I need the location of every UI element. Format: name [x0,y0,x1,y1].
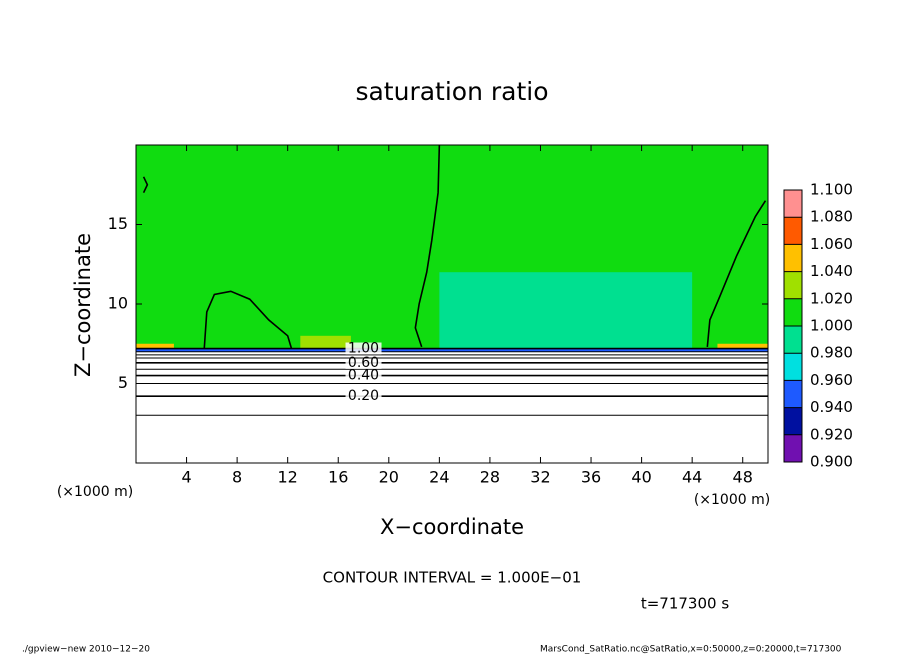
y-tick-label: 15 [108,214,128,233]
x-tick-label: 12 [278,468,298,487]
colorbar-swatch [784,244,802,272]
x-tick-label: 44 [682,468,702,487]
x-tick-label: 28 [480,468,500,487]
colorbar-swatch [784,407,802,435]
colorbar-label: 1.000 [810,317,853,335]
x-tick-label: 36 [581,468,601,487]
contour-label-bg [345,342,382,355]
colorbar-swatch [784,190,802,218]
footer-left: ./gpview−new 2010−12−20 [22,645,150,654]
contour-label-bg [345,356,382,369]
colorbar-label: 0.920 [810,425,853,443]
colorbar-label: 1.080 [810,208,853,226]
x-tick-label: 24 [429,468,449,487]
colorbar-swatch [784,434,802,462]
contour-label: 0.60 [348,355,379,371]
contour-line [203,290,293,349]
footer-right: MarsCond_SatRatio.nc@SatRatio,x=0:50000,… [540,645,842,654]
colorbar-label: 0.940 [810,398,853,416]
contour-label: 0.40 [348,368,379,384]
x-axis-label: X−coordinate [380,515,524,539]
colorbar-swatch [784,380,802,408]
colorbar-label: 0.960 [810,371,853,389]
contour-label-bg [345,369,382,382]
x-tick-label: 16 [328,468,348,487]
contour-line [142,176,149,194]
colorbar-swatch [784,298,802,326]
field-patch [717,343,768,349]
contour-interval: CONTOUR INTERVAL = 1.000E−01 [323,569,582,587]
x-unit: (×1000 m) [694,492,770,508]
y-unit: (×1000 m) [57,484,133,500]
contour-label: 0.20 [348,388,379,404]
contour-line [414,144,441,348]
x-tick-label: 8 [232,468,242,487]
field-patch [300,335,351,349]
colorbar-label: 0.900 [810,453,853,471]
colorbar-label: 1.020 [810,289,853,307]
colorbar-swatch [784,353,802,381]
colorbar-label: 0.980 [810,344,853,362]
field-patch [439,272,693,349]
x-tick-label: 4 [181,468,191,487]
colorbar-swatch [784,326,802,354]
y-axis-label: Z−coordinate [71,233,95,377]
x-tick-label: 20 [379,468,399,487]
contour-label-bg [345,390,382,403]
colorbar-label: 1.040 [810,262,853,280]
colorbar-label: 1.060 [810,235,853,253]
x-tick-label: 40 [631,468,651,487]
colorbar-swatch [784,271,802,299]
x-tick-label: 48 [733,468,753,487]
field-patch [136,348,768,352]
field-patch [136,343,174,349]
y-tick-label: 10 [108,294,128,313]
colorbar-swatch [784,217,802,245]
chart-title: saturation ratio [355,77,548,106]
contour-line [706,200,767,348]
contour-label: 1.00 [348,341,379,357]
y-tick-label: 5 [118,373,128,392]
x-tick-label: 32 [530,468,550,487]
time-label: t=717300 s [641,595,729,613]
colorbar-label: 1.100 [810,181,853,199]
